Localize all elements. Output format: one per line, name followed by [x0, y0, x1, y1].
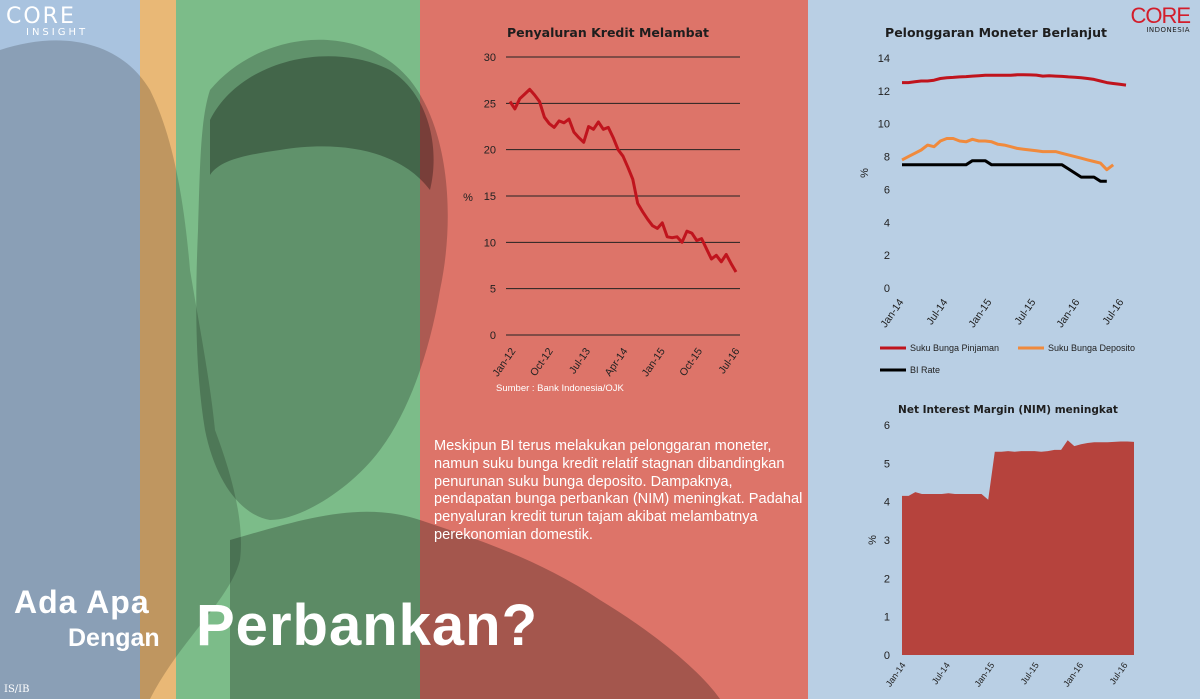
author-initials: IS/IB: [4, 684, 30, 695]
y-axis-label: %: [867, 535, 879, 545]
core-indonesia-logo: CORE: [1130, 3, 1191, 28]
x-tick-label: Jan-16: [1061, 660, 1085, 688]
monetary-easing-chart: Pelonggaran Moneter Berlanjut 0 2 4 6 8 10 12 1…: [859, 25, 1135, 375]
legend-entry: Suku Bunga Deposito: [1048, 343, 1135, 353]
source-note: Sumber : Bank Indonesia/OJK: [496, 383, 624, 394]
color-band-blue: [0, 0, 140, 699]
y-tick-label: 14: [878, 53, 890, 65]
chart-title: Net Interest Margin (NIM) meningkat: [898, 404, 1118, 416]
credit-growth-chart: Penyaluran Kredit Melambat 051015202530 …: [463, 25, 742, 379]
x-tick-label: Jul-13: [567, 346, 593, 376]
right-person-shoulders: [230, 511, 720, 699]
y-axis-label: %: [859, 168, 871, 178]
y-tick-label: 6: [884, 420, 890, 432]
color-band-yellow: [140, 0, 176, 699]
series-area: [902, 440, 1134, 655]
right-person-hair: [210, 56, 434, 190]
y-tick-label: 30: [484, 52, 496, 64]
right-person-silhouette: [196, 39, 448, 520]
x-tick-label: Jan-16: [1054, 297, 1082, 330]
y-tick-label: 15: [484, 191, 496, 203]
description-text: Meskipun BI terus melakukan pelonggaran …: [434, 438, 803, 543]
x-axis-ticks: Jan-14 Jul-14 Jan-15 Jul-15 Jan-16 Jul-16: [884, 660, 1130, 688]
y-tick-label: 4: [884, 497, 890, 509]
legend-entry: BI Rate: [910, 365, 940, 375]
x-tick-label: Jan-15: [972, 660, 996, 688]
x-tick-label: Jan-14: [878, 297, 906, 330]
y-tick-label: 25: [484, 98, 496, 110]
y-tick-label: 0: [884, 650, 890, 662]
y-tick-label: 0: [490, 330, 496, 342]
x-tick-label: Jul-15: [1019, 660, 1041, 686]
x-axis-ticks: Jan-14 Jul-14 Jan-15 Jul-15 Jan-16 Jul-16: [878, 297, 1126, 330]
y-tick-label: 4: [884, 217, 890, 229]
series-line: [508, 87, 738, 273]
x-tick-label: Jul-16: [1100, 297, 1126, 327]
chart-gridlines: [506, 56, 740, 336]
portrait-photo: [0, 39, 720, 699]
headline-line-2: Dengan: [68, 624, 160, 652]
y-tick-label: 0: [884, 283, 890, 295]
x-tick-label: Jul-14: [924, 297, 950, 327]
y-tick-label: 5: [490, 284, 496, 296]
x-tick-label: Jul-14: [930, 660, 952, 686]
legend-entry: Suku Bunga Pinjaman: [910, 343, 999, 353]
nim-chart: Net Interest Margin (NIM) meningkat 0 1 2 3…: [867, 404, 1134, 689]
y-tick-label: 20: [484, 145, 496, 157]
series-line: [902, 73, 1127, 87]
y-axis-ticks: 0 5 10 15 20 25 30: [484, 52, 496, 342]
series-line: [902, 159, 1107, 183]
color-band-green: [176, 0, 420, 699]
chart-title: Penyaluran Kredit Melambat: [507, 25, 709, 40]
headline-line-1: Ada Apa: [14, 584, 150, 620]
x-tick-label: Jan-15: [966, 297, 994, 330]
y-tick-label: 8: [884, 152, 890, 164]
color-band-red: [420, 0, 808, 699]
series-line: [901, 137, 1115, 172]
chart-title: Pelonggaran Moneter Berlanjut: [885, 25, 1107, 40]
headline-line-3: Perbankan?: [196, 593, 538, 658]
chart-legend: Suku Bunga Pinjaman Suku Bunga Deposito BI…: [880, 343, 1135, 375]
y-tick-label: 2: [884, 573, 890, 585]
x-tick-label: Oct-15: [677, 346, 705, 379]
x-tick-label: Jul-15: [1012, 297, 1038, 327]
brand-core-text: CORE: [6, 4, 76, 29]
x-axis-ticks: Jan-12 Oct-12 Jul-13 Apr-14 Jan-15 Oct-15 Jul-…: [490, 346, 742, 379]
y-tick-label: 5: [884, 458, 890, 470]
x-tick-label: Jan-12: [490, 346, 518, 379]
left-person-silhouette: [0, 40, 241, 699]
x-tick-label: Jul-16: [716, 346, 742, 376]
y-tick-label: 6: [884, 184, 890, 196]
x-tick-label: Jul-16: [1107, 660, 1129, 686]
y-tick-label: 1: [884, 612, 890, 624]
y-axis-ticks: 0 2 4 6 8 10 12 14: [878, 53, 890, 295]
y-tick-label: 2: [884, 250, 890, 262]
y-tick-label: 10: [484, 237, 496, 249]
x-tick-label: Jan-14: [884, 660, 908, 688]
y-tick-label: 3: [884, 535, 890, 547]
x-tick-label: Jan-15: [640, 346, 668, 379]
y-axis-ticks: 0 1 2 3 4 5 6: [884, 420, 890, 662]
core-indonesia-logo-sub: INDONESIA: [1146, 26, 1190, 34]
y-tick-label: 10: [878, 119, 890, 131]
y-tick-label: 12: [878, 86, 890, 98]
brand-insight-text: INSIGHT: [26, 27, 89, 38]
x-tick-label: Apr-14: [603, 346, 631, 379]
y-axis-label: %: [463, 192, 473, 204]
x-tick-label: Oct-12: [528, 346, 556, 379]
series-lines: [901, 73, 1127, 183]
